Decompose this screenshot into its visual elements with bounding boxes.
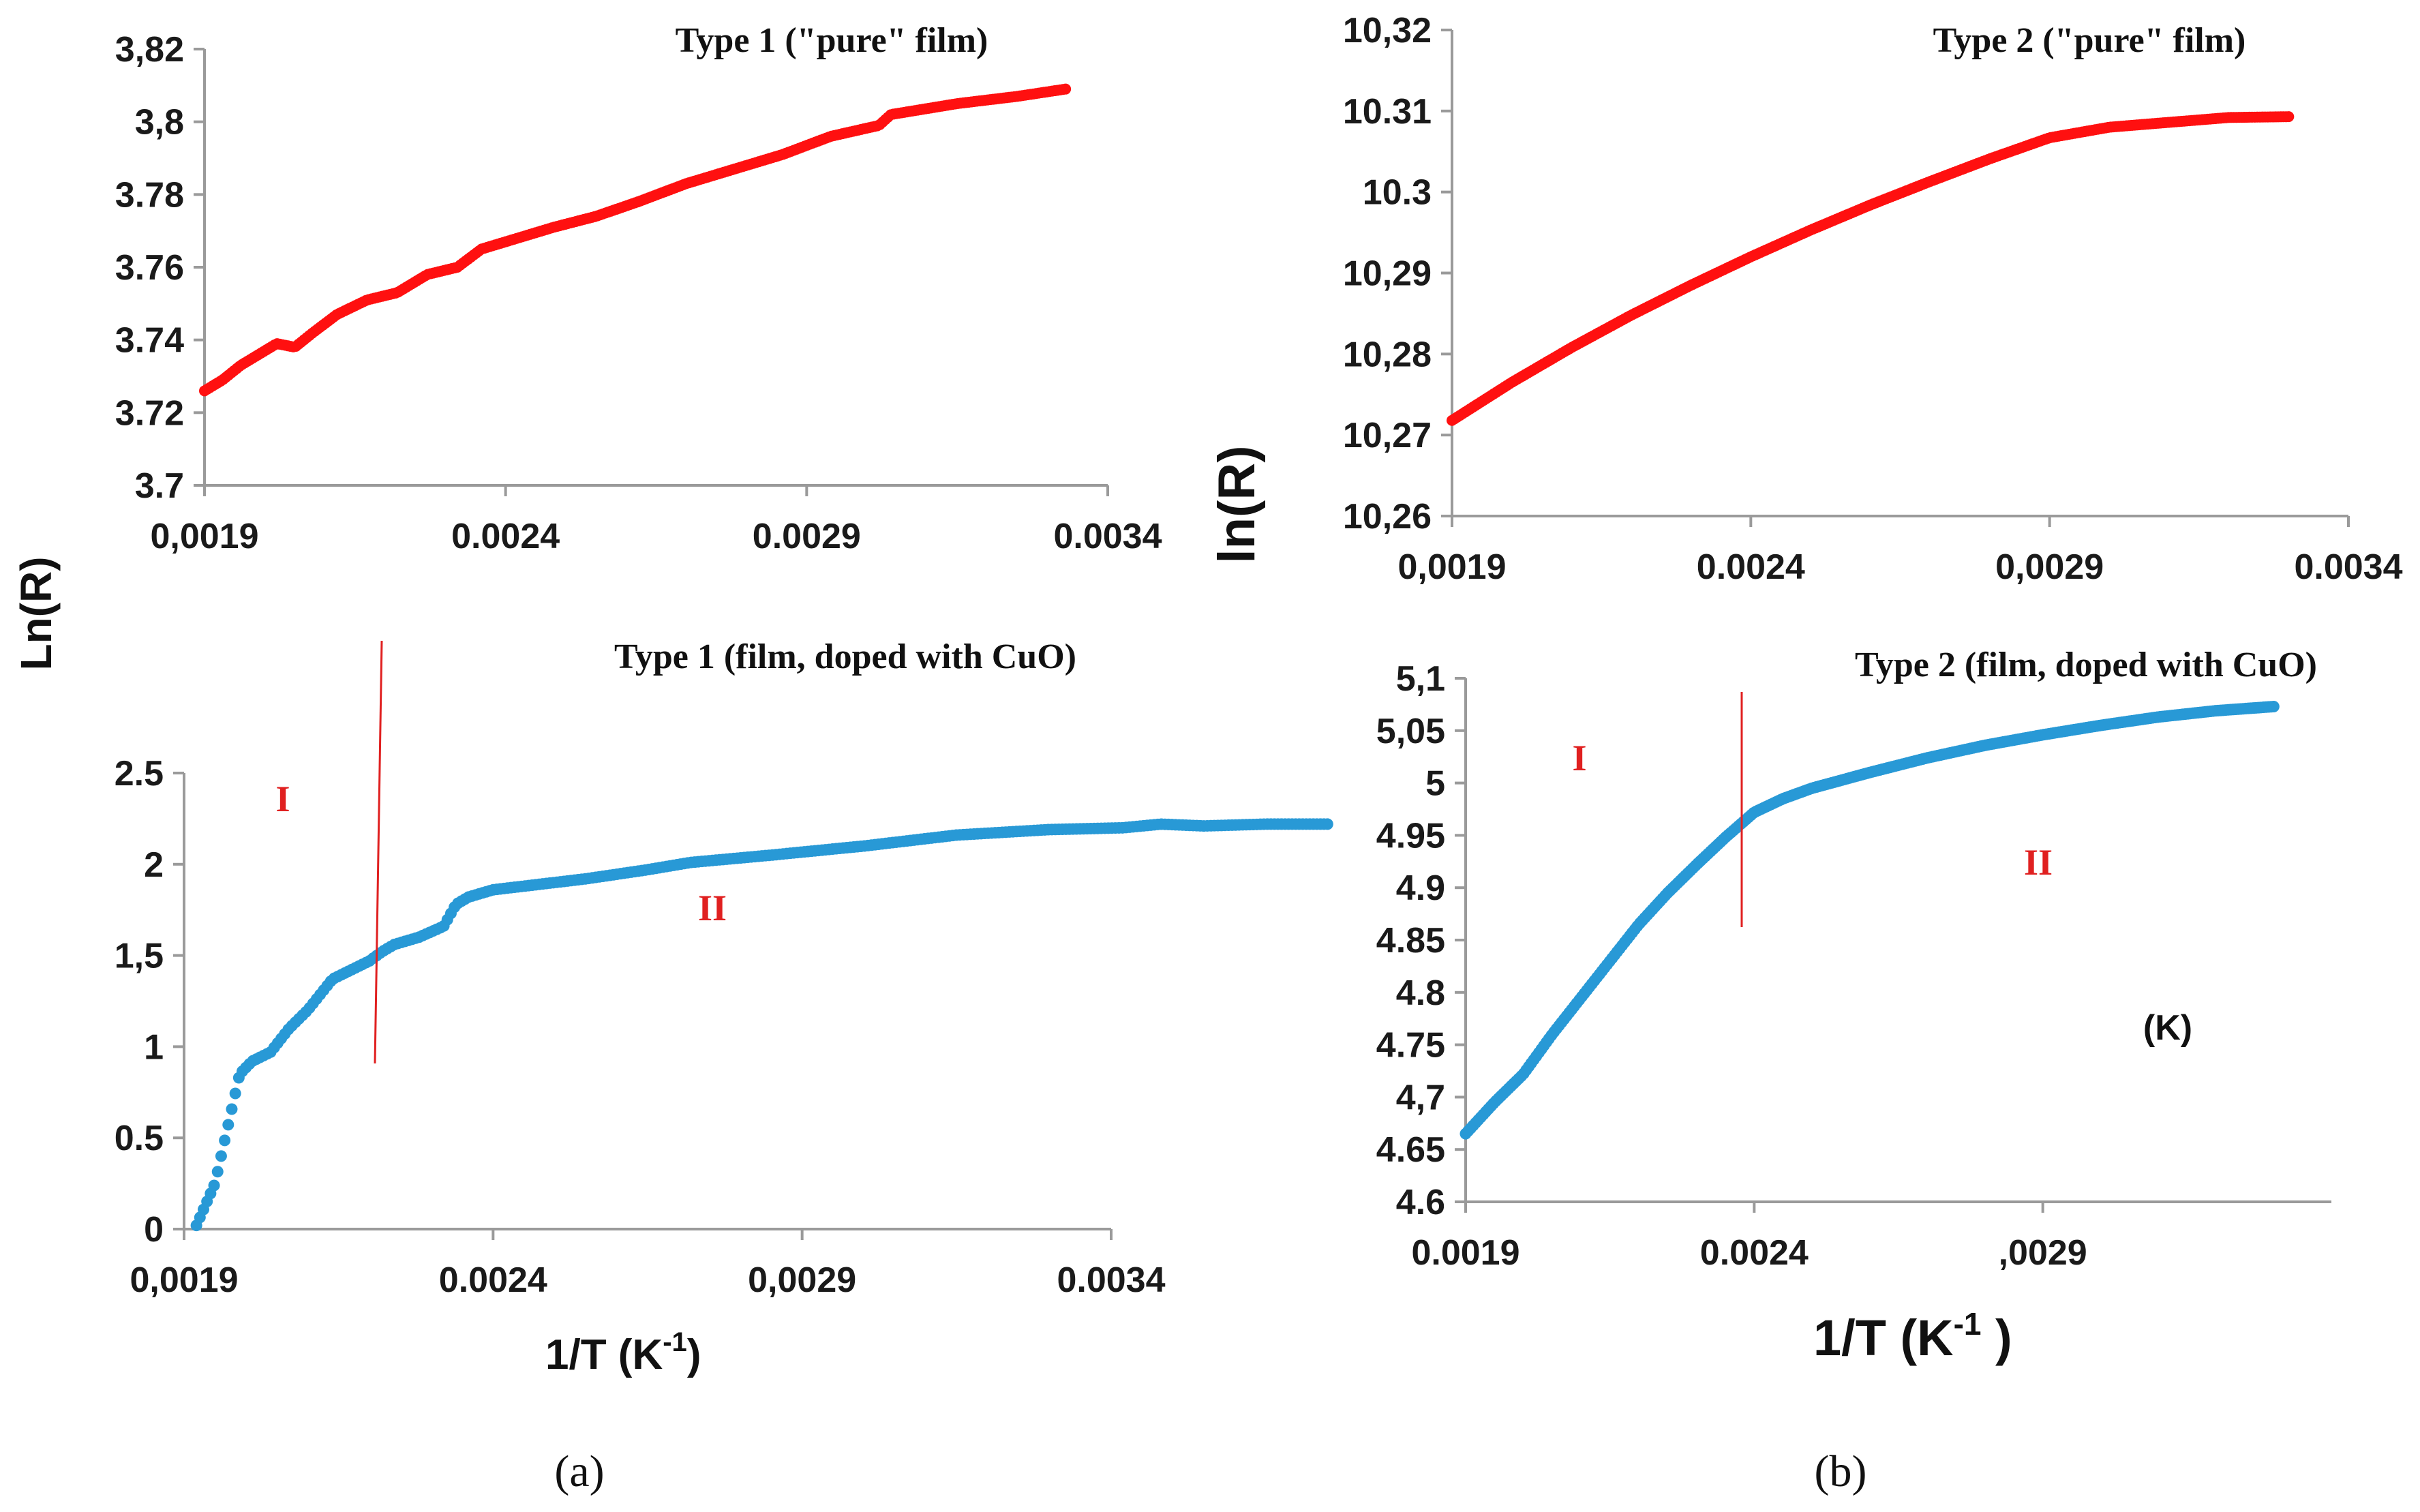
y-tick-label: 4.6 [1396,1183,1445,1222]
annotation-k: (K) [2143,1008,2192,1048]
region-label-i: I [1572,738,1586,778]
y-tick-label: 1,5 [115,937,164,976]
region-label-ii: II [698,888,727,928]
x-axis-label-b-main: 1/T (K [1813,1310,1954,1366]
x-axis-label-b-close: ) [1981,1310,2012,1366]
y-tick-label: 5 [1425,764,1445,804]
data-point [215,1150,227,1162]
y-tick-label: 1 [144,1027,164,1067]
y-axis-label-a: Ln(R) [12,556,61,670]
y-tick-label: 10,29 [1343,254,1432,294]
y-tick-label: 4.8 [1396,973,1445,1013]
y-tick-label: 10.31 [1343,92,1432,132]
y-tick-label: 3.76 [115,248,184,288]
x-tick-label: 0,0019 [150,517,258,556]
x-tick-label: ,0029 [1999,1233,2087,1273]
region-label-i: I [275,778,290,819]
chart-a-bottom: 0,0019 0.0024 0,0029 0.0034 0 0.5 1 1,5 2 2.5 Type… [115,637,1333,1300]
data-point [1321,818,1333,830]
y-tick-label: 4.75 [1376,1026,1445,1065]
y-tick-label: 10.3 [1363,173,1432,213]
x-axis-label-a-main: 1/T (K [545,1331,663,1378]
x-axis-label-a-close: ) [687,1331,701,1378]
x-tick-label: 0.0024 [451,517,560,556]
x-axis-label-a-sup: -1 [663,1327,687,1357]
data-point [222,1119,235,1131]
x-axis-label-a: 1/T (K-1) [545,1327,701,1378]
y-tick-label: 0 [144,1210,164,1250]
chart-title: Type 2 (film, doped with CuO) [1855,646,2317,684]
y-tick-label: 3.7 [135,466,184,506]
region-label-ii: II [2024,842,2053,883]
x-axis-label-b-sup: -1 [1954,1306,1982,1342]
y-tick-label: 3.74 [115,321,184,361]
y-tick-label: 4,7 [1396,1078,1445,1117]
y-tick-label: 4.85 [1376,921,1445,961]
x-tick-label: 0,0019 [130,1260,238,1300]
x-axis-label-b: 1/T (K-1 ) [1813,1306,2012,1366]
x-tick-label: 0.0034 [1057,1260,1165,1300]
x-tick-label: 0.0029 [753,517,861,556]
x-tick-label: 0.0034 [2294,547,2402,587]
y-tick-label: 10,28 [1343,335,1432,374]
y-axis-label-b: ln(R) [1208,445,1266,563]
x-tick-label: 0,0029 [1995,547,2104,587]
x-tick-label: 0.0024 [439,1260,547,1300]
data-point [219,1134,231,1147]
y-tick-label: 10,26 [1343,497,1432,536]
chart-title: Type 1 (film, doped with CuO) [614,637,1076,676]
y-tick-label: 4.9 [1396,868,1445,908]
chart-title: Type 1 ("pure" film) [676,21,988,60]
y-tick-label: 2.5 [115,754,164,793]
y-tick-label: 4.95 [1376,816,1445,856]
x-tick-label: 0,0029 [748,1260,856,1300]
y-tick-label: 0.5 [115,1119,164,1158]
y-tick-label: 3.72 [115,393,184,433]
chart-title: Type 2 ("pure" film) [1933,21,2246,60]
chart-b-bottom: 0.0019 0.0024 ,0029 4.6 4.65 4,7 4.75 4.8 4.85 4.… [1376,646,2331,1273]
chart-a-top: 0,0019 0.0024 0.0029 0.0034 3.7 3.72 3.74 3.76 3… [115,21,1162,556]
data-point [1060,83,1072,95]
data-point [208,1179,220,1192]
region-divider-line [374,640,383,1064]
y-tick-label: 3,8 [135,103,184,142]
x-tick-label: 0.0019 [1411,1233,1519,1273]
caption-a: (a) [554,1447,604,1496]
y-tick-label: 3,82 [115,30,184,70]
y-tick-label: 3.78 [115,175,184,215]
y-tick-label: 10,27 [1343,416,1432,455]
x-tick-label: 0.0024 [1697,547,1805,587]
data-point [2283,111,2295,123]
data-point [226,1103,238,1115]
chart-b-top: 0,0019 0.0024 0,0029 0.0034 10,26 10,27 10,28 1… [1343,11,2403,587]
y-tick-label: 2 [144,845,164,885]
y-tick-label: 5,05 [1376,712,1445,751]
data-point [211,1166,224,1178]
x-tick-label: 0,0019 [1397,547,1506,587]
y-tick-label: 4.65 [1376,1130,1445,1170]
data-point [2267,700,2280,712]
y-tick-label: 5,1 [1396,659,1445,699]
data-point [229,1087,241,1100]
caption-b: (b) [1815,1447,1867,1496]
x-tick-label: 0.0024 [1700,1233,1809,1273]
y-tick-label: 10,32 [1343,11,1432,50]
x-tick-label: 0.0034 [1053,517,1162,556]
